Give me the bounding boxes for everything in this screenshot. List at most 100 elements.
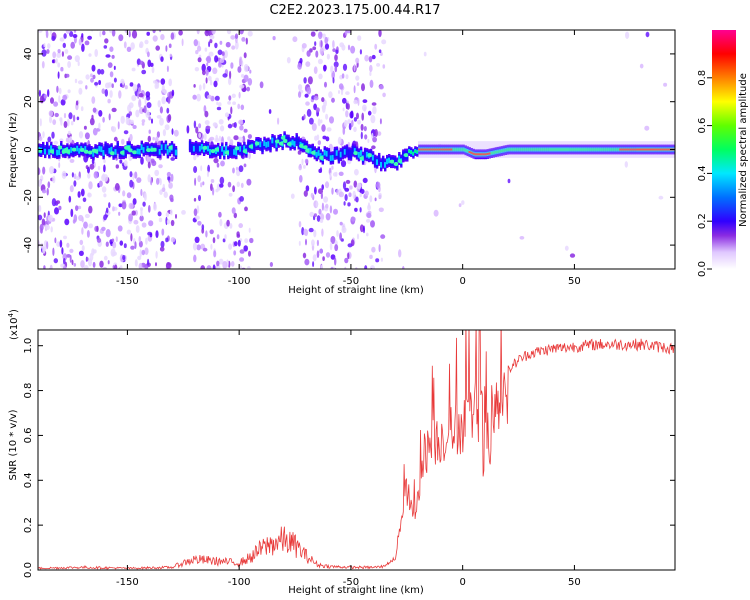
heatmap-speckle	[169, 209, 173, 216]
heatmap-speckle	[216, 234, 220, 240]
heatmap-ridge-cell	[516, 148, 520, 151]
heatmap-speckle	[51, 59, 55, 64]
heatmap-ridge-cell	[508, 148, 512, 151]
heatmap-speckle	[161, 96, 166, 105]
heatmap-speckle	[63, 265, 67, 269]
heatmap-speckle	[63, 121, 68, 128]
heatmap-speckle	[169, 53, 172, 58]
heatmap-speckle	[344, 30, 348, 36]
heatmap-speckle	[101, 186, 107, 193]
heatmap-ridge-cell	[50, 145, 53, 151]
snr-frame	[37, 329, 676, 571]
heatmap-speckle	[227, 123, 233, 129]
heatmap-ridge-cell	[380, 162, 383, 168]
heatmap-peak-cell	[303, 145, 308, 150]
heatmap-speckle	[333, 61, 339, 68]
heatmap-speckle	[344, 194, 348, 201]
heatmap-speckle	[110, 248, 116, 257]
heatmap-speckle	[70, 121, 74, 126]
heatmap-ridge-cell	[494, 151, 497, 154]
heatmap-ridge-cell	[414, 149, 417, 153]
heatmap-peak-cell	[649, 148, 652, 151]
heatmap-speckle	[121, 271, 123, 276]
heatmap-speckle	[129, 171, 133, 178]
heatmap-speckle	[152, 30, 156, 34]
heatmap-ridge-cell	[542, 148, 546, 151]
heatmap-peak-cell	[83, 149, 89, 154]
heatmap-speckle	[128, 30, 131, 38]
heatmap-speckle	[131, 30, 138, 39]
heatmap-speckle	[171, 89, 175, 97]
heatmap-speckle	[111, 54, 115, 59]
heatmap-speckle	[47, 136, 52, 143]
heatmap-speckle	[67, 130, 71, 136]
heatmap-speckle	[308, 227, 314, 233]
heatmap-speckle	[72, 219, 76, 224]
heatmap-speckle	[236, 233, 241, 238]
heatmap-ridge-cell	[597, 148, 600, 151]
heatmap-speckle	[65, 30, 71, 34]
heatmap-speckle	[569, 253, 576, 258]
heatmap-speckle	[625, 31, 630, 39]
colorbar-gradient	[712, 30, 736, 269]
heatmap-speckle	[259, 81, 264, 89]
heatmap-speckle	[55, 58, 58, 64]
heatmap-peak-cell	[109, 151, 115, 156]
heatmap-speckle	[168, 43, 172, 49]
heatmap-speckle	[297, 150, 302, 155]
heatmap-speckle	[239, 257, 245, 262]
heatmap-speckle	[134, 259, 138, 267]
heatmap-speckle	[200, 182, 203, 188]
heatmap-speckle	[162, 129, 166, 137]
heatmap-ridge-cell	[42, 143, 45, 153]
heatmap-speckle	[39, 118, 42, 127]
heatmap-speckle	[113, 65, 116, 70]
heatmap-speckle	[369, 79, 374, 88]
heatmap-speckle	[52, 51, 57, 59]
heatmap-peak-cell	[242, 149, 248, 154]
heatmap-speckle	[353, 180, 358, 188]
heatmap-speckle	[215, 134, 218, 141]
heatmap-speckle	[87, 192, 91, 197]
heatmap-speckle	[128, 102, 134, 109]
heatmap-speckle	[303, 164, 306, 169]
heatmap-speckle	[328, 91, 333, 99]
heatmap-speckle	[347, 119, 351, 125]
heatmap-speckle	[314, 41, 317, 46]
heatmap-speckle	[355, 57, 360, 64]
heatmap-speckle	[356, 82, 360, 86]
heatmap-speckle	[130, 245, 135, 250]
heatmap-ridge-cell	[464, 149, 467, 152]
heatmap-peak-cell	[305, 148, 311, 153]
heatmap-speckle	[39, 95, 45, 104]
heatmap-speckle	[166, 219, 170, 225]
heatmap-speckle	[243, 245, 248, 252]
heatmap-ridge-cell	[168, 146, 172, 153]
heatmap-speckle	[70, 41, 75, 49]
heatmap-speckle	[241, 37, 246, 42]
heatmap-y-tick-label: 20	[23, 95, 34, 108]
heatmap-speckle	[336, 188, 339, 195]
heatmap-peak-cell	[629, 148, 632, 151]
heatmap-ridge-cell	[164, 144, 168, 150]
heatmap-ridge-cell	[261, 143, 264, 153]
heatmap-speckle	[241, 267, 246, 269]
heatmap-speckle	[326, 127, 332, 132]
heatmap-ridge-cell	[209, 149, 212, 155]
heatmap-speckle	[131, 67, 136, 72]
heatmap-speckle	[54, 207, 59, 215]
heatmap-speckle	[107, 62, 113, 68]
heatmap-ridge-cell	[500, 149, 504, 153]
heatmap-speckle	[194, 67, 200, 72]
heatmap-speckle	[243, 74, 249, 83]
heatmap-speckle	[118, 211, 121, 216]
heatmap-speckle	[112, 206, 115, 212]
heatmap-speckle	[201, 63, 206, 72]
heatmap-speckle	[378, 192, 382, 200]
heatmap-peak-cell	[474, 153, 477, 156]
heatmap-ridge-cell	[555, 148, 558, 151]
heatmap-speckle	[88, 258, 92, 267]
heatmap-speckle	[155, 45, 160, 51]
heatmap-peak-cell	[444, 148, 447, 151]
heatmap-ridge-cell	[532, 148, 536, 151]
